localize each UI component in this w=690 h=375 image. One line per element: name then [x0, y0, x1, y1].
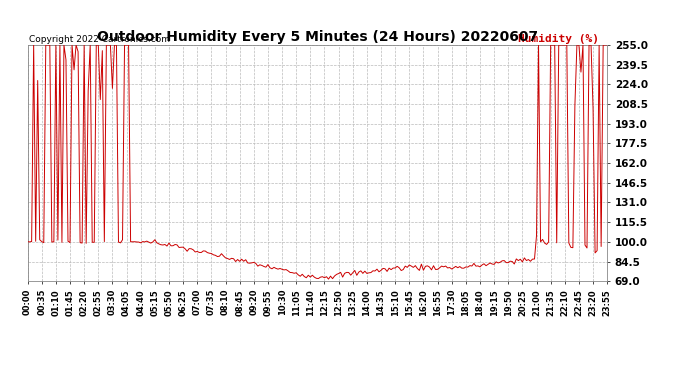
Text: Humidity (%): Humidity (%): [518, 34, 598, 44]
Title: Outdoor Humidity Every 5 Minutes (24 Hours) 20220607: Outdoor Humidity Every 5 Minutes (24 Hou…: [97, 30, 538, 44]
Text: Copyright 2022 Cartronics.com: Copyright 2022 Cartronics.com: [29, 35, 170, 44]
